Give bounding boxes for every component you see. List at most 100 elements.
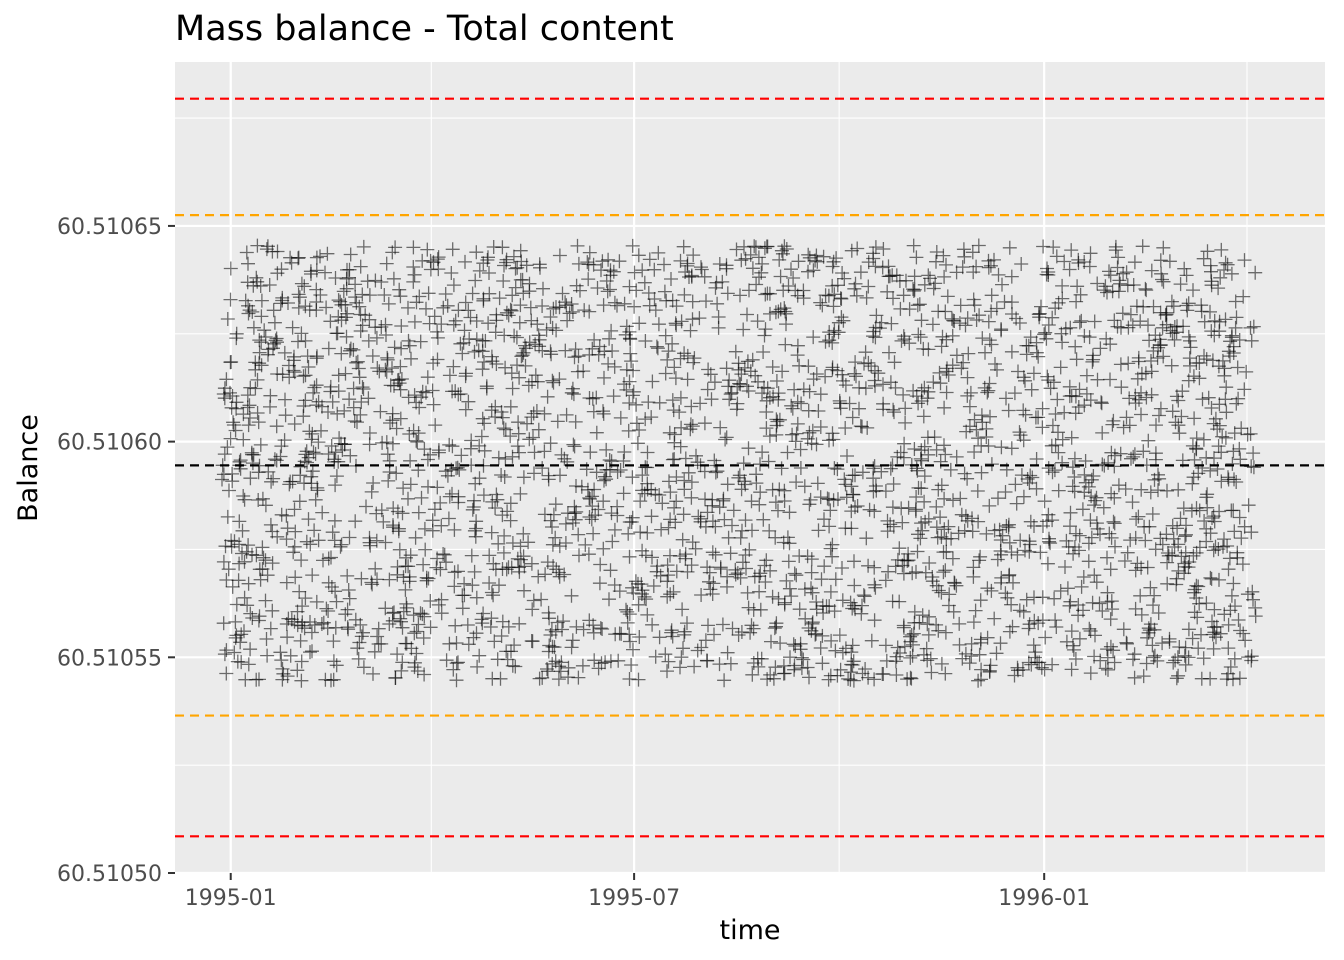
data-point	[1125, 318, 1140, 333]
data-point	[830, 278, 845, 293]
data-point	[1160, 483, 1174, 498]
data-point	[277, 345, 292, 360]
data-point	[619, 382, 634, 397]
data-point	[1201, 390, 1216, 405]
data-point	[536, 281, 550, 296]
data-point	[223, 261, 238, 276]
data-point	[554, 447, 569, 462]
data-point	[782, 581, 797, 596]
data-point	[621, 526, 636, 541]
data-point	[756, 512, 771, 527]
data-point	[418, 542, 433, 557]
data-point	[348, 514, 363, 529]
data-point	[1037, 662, 1052, 677]
data-point	[602, 331, 617, 346]
data-point	[938, 304, 953, 319]
data-point	[1064, 430, 1079, 445]
data-point	[1016, 489, 1031, 504]
data-point	[281, 611, 296, 626]
data-point	[303, 537, 318, 552]
data-point	[382, 572, 397, 587]
data-point	[569, 479, 583, 493]
data-point	[503, 399, 518, 414]
data-point	[349, 355, 364, 370]
data-point	[1173, 511, 1188, 526]
data-point	[610, 465, 625, 479]
data-point	[306, 385, 321, 400]
data-point	[494, 468, 509, 482]
data-point	[1221, 617, 1236, 632]
data-point	[385, 436, 400, 451]
data-point	[960, 388, 975, 403]
data-point	[243, 642, 258, 657]
data-point	[1051, 425, 1065, 440]
data-point	[844, 657, 859, 672]
data-point	[1120, 636, 1134, 651]
data-point	[1214, 445, 1229, 460]
data-point	[406, 240, 421, 255]
data-point	[791, 254, 806, 269]
data-point	[661, 520, 676, 535]
data-point	[1226, 576, 1241, 591]
data-point	[745, 667, 760, 682]
data-point	[868, 479, 883, 493]
data-point	[825, 362, 840, 377]
data-point	[828, 643, 843, 658]
data-point	[1004, 295, 1019, 310]
data-point	[491, 450, 506, 465]
data-point	[957, 249, 972, 264]
data-point	[362, 426, 377, 440]
data-point	[855, 598, 869, 613]
data-point	[660, 352, 675, 367]
data-point	[569, 619, 584, 634]
data-point	[707, 453, 722, 468]
data-point	[216, 554, 231, 569]
data-point	[920, 617, 935, 632]
data-point	[442, 368, 457, 383]
data-point	[949, 449, 964, 464]
data-point	[1063, 594, 1078, 609]
data-point	[342, 392, 357, 407]
data-point	[848, 355, 863, 370]
data-point	[1224, 588, 1239, 603]
data-point	[259, 632, 274, 646]
data-point	[1166, 299, 1181, 314]
data-point	[974, 465, 989, 480]
data-point	[752, 569, 767, 584]
data-point	[1065, 479, 1080, 494]
data-point	[1144, 263, 1159, 278]
data-point	[1065, 638, 1080, 653]
data-point	[301, 512, 316, 527]
data-point	[971, 431, 986, 446]
data-point	[878, 638, 893, 653]
data-point	[1020, 472, 1035, 486]
data-point	[566, 437, 581, 452]
data-point	[966, 560, 981, 575]
data-point	[498, 452, 513, 466]
data-point	[1240, 587, 1255, 602]
data-point	[633, 494, 648, 509]
data-point	[394, 319, 409, 333]
data-point	[1182, 351, 1197, 366]
data-point	[760, 381, 775, 396]
data-point	[1200, 244, 1215, 259]
data-point	[911, 327, 926, 342]
data-point	[484, 611, 499, 626]
data-point	[597, 473, 611, 488]
data-point	[595, 254, 610, 269]
data-point	[262, 278, 277, 292]
data-point	[535, 461, 550, 476]
data-point	[1189, 441, 1204, 456]
data-point	[965, 524, 980, 539]
data-point	[707, 627, 721, 642]
data-point	[694, 262, 709, 277]
data-point	[1171, 563, 1186, 578]
data-point	[423, 253, 438, 268]
data-point	[1068, 339, 1083, 354]
data-point	[545, 656, 560, 671]
data-point	[512, 315, 527, 330]
data-point	[811, 404, 826, 418]
data-point	[952, 637, 967, 652]
data-point	[535, 299, 550, 313]
data-point	[431, 445, 446, 460]
